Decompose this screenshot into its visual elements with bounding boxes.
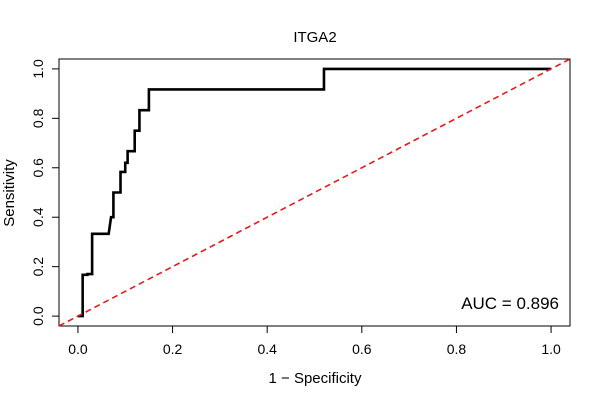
x-axis: 0.0 0.2 0.4 0.6 0.8 1.0	[68, 325, 561, 357]
x-tick-label: 1.0	[541, 341, 561, 357]
x-tick-label: 0.2	[163, 341, 183, 357]
y-axis-label: Sensitivity	[1, 159, 18, 227]
y-tick-label: 0.0	[30, 306, 46, 326]
auc-annotation: AUC = 0.896	[461, 294, 559, 313]
reference-diagonal-line	[58, 58, 571, 327]
series-layer	[58, 58, 571, 327]
y-tick-label: 1.0	[30, 59, 46, 79]
y-tick-label: 0.2	[30, 257, 46, 277]
x-tick-label: 0.8	[447, 341, 467, 357]
y-axis: 0.0 0.2 0.4 0.6 0.8 1.0	[30, 59, 60, 326]
x-axis-label: 1 − Specificity	[269, 370, 362, 387]
y-tick-label: 0.4	[30, 207, 46, 227]
x-tick-label: 0.0	[68, 341, 88, 357]
roc-curve-line	[77, 67, 552, 318]
y-tick-label: 0.6	[30, 158, 46, 178]
x-tick-label: 0.4	[257, 341, 277, 357]
x-tick-label: 0.6	[352, 341, 372, 357]
y-tick-label: 0.8	[30, 108, 46, 128]
chart-title: ITGA2	[293, 29, 336, 46]
